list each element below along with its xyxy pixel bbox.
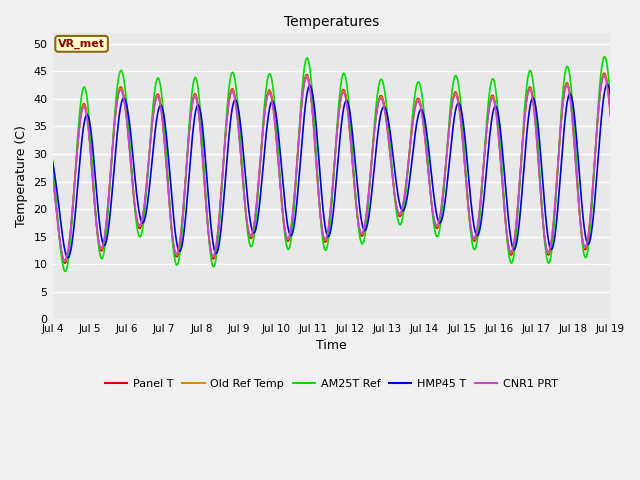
Old Ref Temp <box>77 110 85 116</box>
Panel T <box>607 110 614 116</box>
AM25T Ref <box>591 167 598 172</box>
HMP45 T <box>77 143 85 148</box>
CNR1 PRT <box>591 158 598 164</box>
Old Ref Temp <box>61 259 68 264</box>
CNR1 PRT <box>305 83 313 88</box>
Line: AM25T Ref: AM25T Ref <box>52 57 611 271</box>
Panel T <box>488 93 496 98</box>
Old Ref Temp <box>591 160 598 166</box>
Title: Temperatures: Temperatures <box>284 15 379 29</box>
AM25T Ref <box>305 62 313 68</box>
Y-axis label: Temperature (C): Temperature (C) <box>15 125 28 227</box>
Old Ref Temp <box>607 110 614 116</box>
Panel T <box>77 109 85 115</box>
HMP45 T <box>607 92 614 97</box>
CNR1 PRT <box>77 111 85 117</box>
Legend: Panel T, Old Ref Temp, AM25T Ref, HMP45 T, CNR1 PRT: Panel T, Old Ref Temp, AM25T Ref, HMP45 … <box>101 375 562 394</box>
CNR1 PRT <box>600 73 608 79</box>
CNR1 PRT <box>488 95 496 101</box>
HMP45 T <box>49 159 56 165</box>
AM25T Ref <box>607 96 614 102</box>
CNR1 PRT <box>607 113 614 119</box>
Panel T <box>49 171 56 177</box>
HMP45 T <box>591 201 598 206</box>
HMP45 T <box>305 83 313 89</box>
HMP45 T <box>488 114 496 120</box>
AM25T Ref <box>320 245 328 251</box>
Line: CNR1 PRT: CNR1 PRT <box>52 76 611 260</box>
AM25T Ref <box>77 95 85 101</box>
Text: VR_met: VR_met <box>58 39 105 49</box>
AM25T Ref <box>591 162 598 168</box>
Panel T <box>61 260 68 266</box>
Panel T <box>591 161 598 167</box>
AM25T Ref <box>488 76 496 82</box>
Old Ref Temp <box>305 80 313 86</box>
Old Ref Temp <box>488 94 496 99</box>
HMP45 T <box>604 82 611 87</box>
Panel T <box>305 79 313 85</box>
AM25T Ref <box>601 54 609 60</box>
CNR1 PRT <box>61 257 68 263</box>
AM25T Ref <box>49 157 56 163</box>
Panel T <box>320 238 328 243</box>
HMP45 T <box>320 216 328 222</box>
Line: Old Ref Temp: Old Ref Temp <box>52 74 611 262</box>
Panel T <box>591 165 598 170</box>
CNR1 PRT <box>49 174 56 180</box>
AM25T Ref <box>61 268 69 274</box>
Line: HMP45 T: HMP45 T <box>52 84 611 258</box>
Old Ref Temp <box>320 236 328 241</box>
CNR1 PRT <box>320 235 328 241</box>
HMP45 T <box>64 255 72 261</box>
Panel T <box>600 71 608 76</box>
X-axis label: Time: Time <box>316 339 347 352</box>
CNR1 PRT <box>591 162 598 168</box>
Old Ref Temp <box>591 164 598 170</box>
HMP45 T <box>591 204 598 209</box>
Old Ref Temp <box>49 171 56 177</box>
Line: Panel T: Panel T <box>52 73 611 263</box>
Old Ref Temp <box>600 72 608 77</box>
